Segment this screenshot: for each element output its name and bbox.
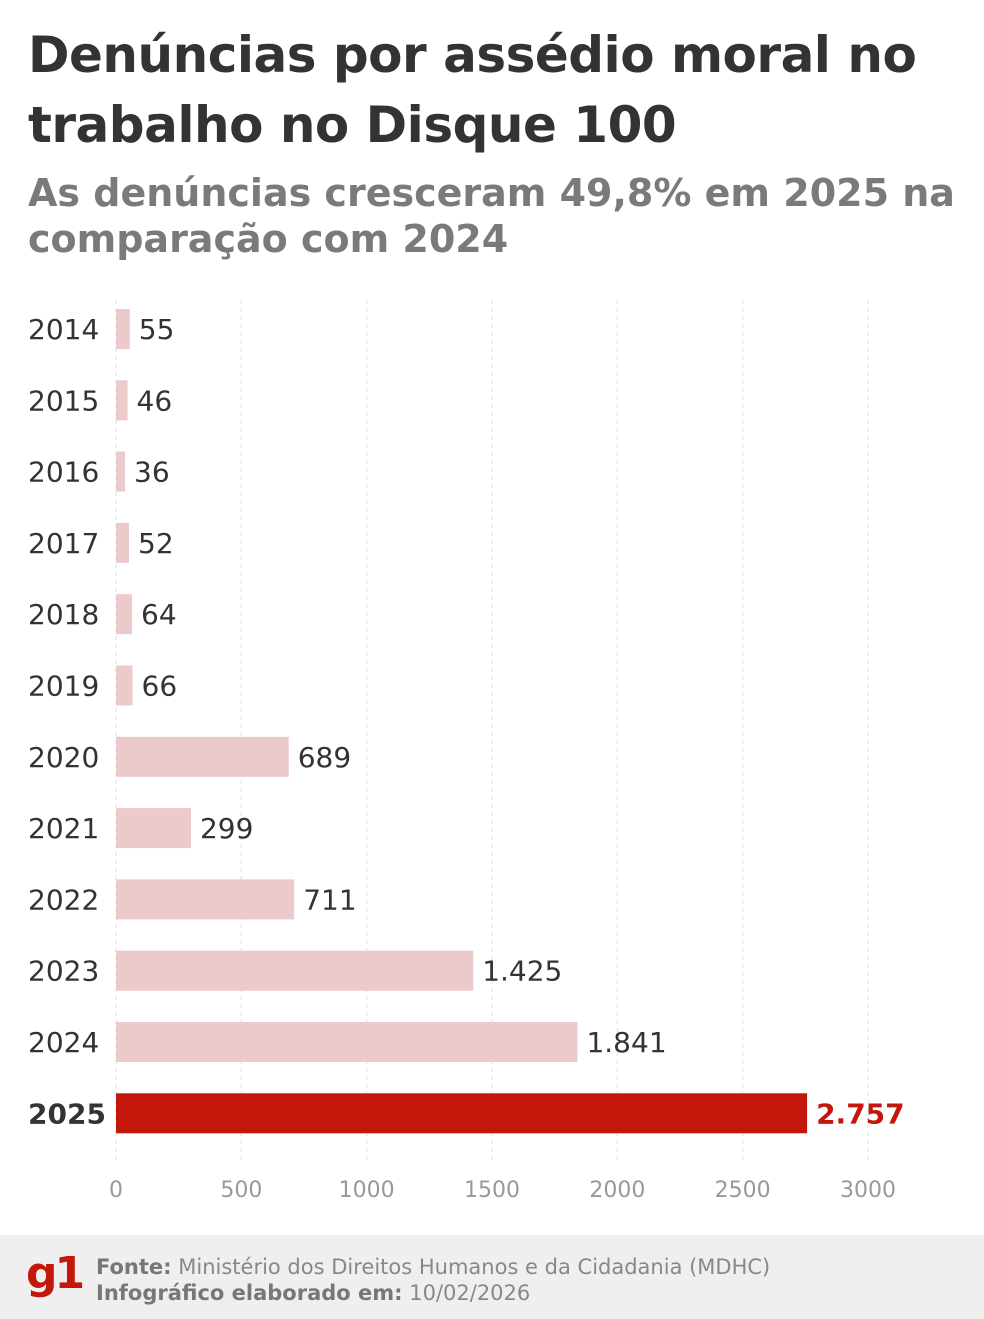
- data-label: 711: [303, 883, 356, 916]
- date-label: Infográfico elaborado em:: [96, 1281, 403, 1305]
- data-label: 1.841: [586, 1026, 666, 1059]
- data-label: 66: [142, 670, 178, 703]
- x-tick-label: 2500: [715, 1178, 771, 1203]
- bar: [116, 808, 191, 849]
- x-tick-label: 1000: [339, 1178, 395, 1203]
- bar: [116, 879, 295, 920]
- data-label: 52: [138, 527, 174, 560]
- y-category-label: 2017: [28, 527, 99, 560]
- x-tick-label: 3000: [840, 1178, 896, 1203]
- y-category-label: 2018: [28, 598, 99, 631]
- y-category-label: 2025: [28, 1097, 106, 1130]
- bar: [116, 1022, 578, 1062]
- bar: [116, 665, 133, 706]
- bar: [116, 950, 474, 991]
- y-category-label: 2020: [28, 741, 99, 774]
- data-label: 2.757: [816, 1097, 905, 1130]
- bar: [116, 1093, 808, 1134]
- chart-title: Denúncias por assédio moral no trabalho …: [28, 26, 917, 154]
- data-label: 46: [137, 384, 173, 417]
- y-category-label: 2016: [28, 456, 99, 489]
- y-category-label: 2024: [28, 1026, 99, 1059]
- y-category-label: 2021: [28, 812, 99, 845]
- x-tick-label: 2000: [589, 1178, 645, 1203]
- y-category-label: 2019: [28, 670, 99, 703]
- y-category-label: 2023: [28, 955, 99, 988]
- y-category-label: 2014: [28, 313, 99, 346]
- bar-chart: 0 500 1000 1500 2000 2500 3000 2014 55 2015 46 2016…: [28, 300, 905, 1203]
- bar: [116, 451, 126, 492]
- chart-subtitle: As denúncias cresceram 49,8% em 2025 na …: [28, 171, 955, 261]
- x-tick-label: 1500: [464, 1178, 520, 1203]
- data-label: 64: [141, 598, 177, 631]
- bar: [116, 736, 289, 777]
- x-tick-label: 0: [109, 1178, 123, 1203]
- bar: [116, 380, 128, 421]
- x-tick-label: 500: [220, 1178, 262, 1203]
- date-line: Infográfico elaborado em: 10/02/2026: [96, 1280, 530, 1306]
- date-text: 10/02/2026: [409, 1281, 531, 1305]
- source-label: Fonte:: [96, 1255, 172, 1279]
- data-label: 55: [139, 313, 175, 346]
- data-label: 1.425: [482, 955, 562, 988]
- g1-logo: g1: [26, 1248, 85, 1299]
- bar: [116, 594, 133, 635]
- data-label: 689: [298, 741, 351, 774]
- y-category-label: 2022: [28, 883, 99, 916]
- bar: [116, 522, 130, 563]
- y-category-label: 2015: [28, 384, 99, 417]
- bar: [116, 309, 130, 349]
- data-label: 299: [200, 812, 253, 845]
- source-line: Fonte: Ministério dos Direitos Humanos e…: [96, 1254, 770, 1280]
- footer: g1 Fonte: Ministério dos Direitos Humano…: [0, 1235, 984, 1319]
- source-text: Ministério dos Direitos Humanos e da Cid…: [178, 1255, 771, 1279]
- data-label: 36: [134, 456, 170, 489]
